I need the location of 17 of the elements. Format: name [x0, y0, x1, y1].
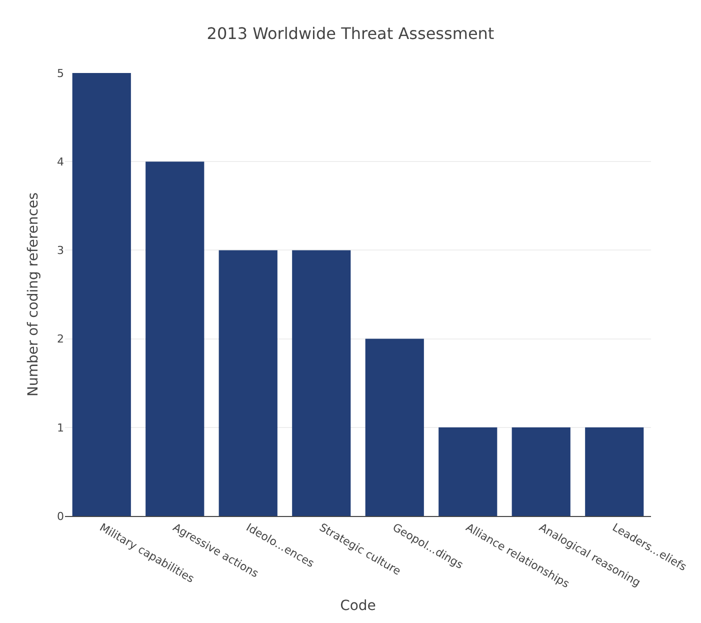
bar — [365, 338, 424, 516]
x-axis-title: Code — [340, 598, 376, 614]
bar — [146, 162, 204, 516]
chart-title: 2013 Worldwide Threat Assessment — [206, 24, 494, 44]
bar — [72, 73, 131, 516]
bar — [438, 427, 498, 516]
y-tick-label: 0 — [57, 510, 64, 523]
bar — [512, 427, 570, 516]
bar — [218, 250, 278, 516]
y-tick-label: 4 — [57, 155, 64, 168]
y-axis-title: Number of coding references — [26, 192, 42, 397]
y-tick-label: 5 — [57, 66, 64, 80]
bar — [585, 427, 644, 516]
y-tick-label: 1 — [57, 421, 64, 434]
y-tick-label: 2 — [57, 332, 64, 346]
bar — [292, 250, 351, 516]
y-tick-label: 3 — [57, 244, 64, 258]
